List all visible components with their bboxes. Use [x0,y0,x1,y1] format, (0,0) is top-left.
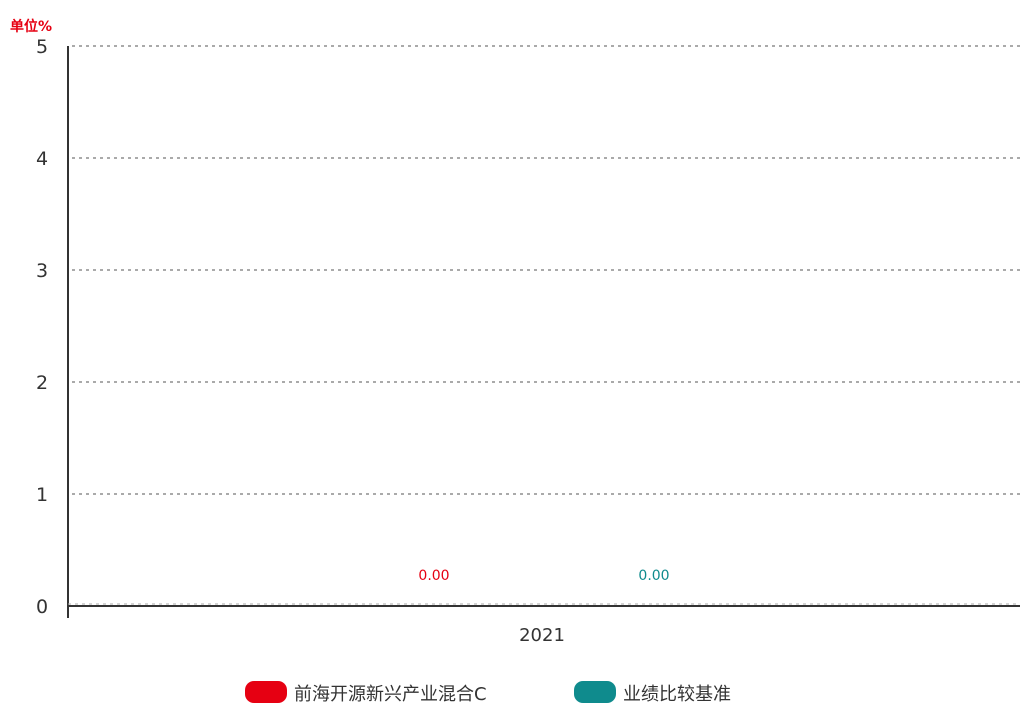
legend-swatch-fund [245,681,287,703]
y-axis-ticks: 0 1 2 3 4 5 [36,36,48,618]
data-label-1-2021: 0.00 [638,568,669,584]
y-tick-label-5: 5 [36,36,48,58]
gridlines [72,45,1020,495]
x-axis-ticks: 2021 [519,625,565,646]
unit-label: 单位% [10,18,52,35]
legend-swatch-benchmark [574,681,616,703]
legend-item-fund[interactable]: 前海开源新兴产业混合C [245,681,487,705]
y-tick-label-4: 4 [36,148,48,170]
data-label-0-2021: 0.00 [418,568,449,584]
legend: 前海开源新兴产业混合C 业绩比较基准 [245,681,731,705]
y-tick-label-1: 1 [36,484,48,506]
y-tick-label-2: 2 [36,372,48,394]
axes [67,46,1020,618]
x-tick-label-2021: 2021 [519,625,565,646]
legend-item-benchmark[interactable]: 业绩比较基准 [574,681,731,705]
y-tick-label-3: 3 [36,260,48,282]
data-labels: 0.00 0.00 [418,568,669,584]
legend-label-benchmark: 业绩比较基准 [623,684,731,705]
y-tick-label-0: 0 [36,596,48,618]
legend-label-fund: 前海开源新兴产业混合C [294,684,487,705]
